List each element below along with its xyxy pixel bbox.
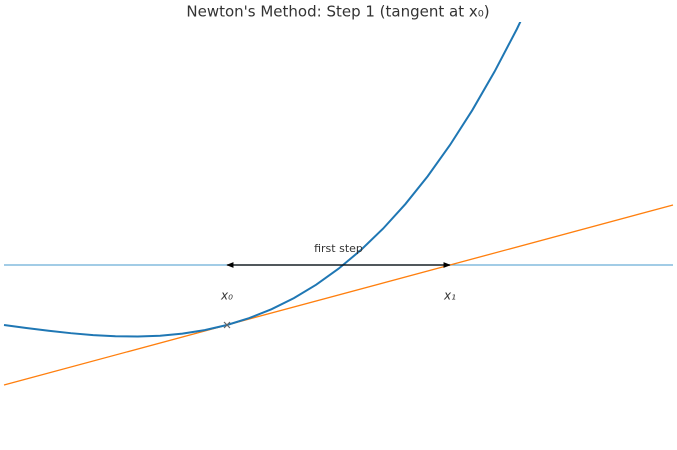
- chart-title: Newton's Method: Step 1 (tangent at x₀): [186, 3, 489, 21]
- tangent-point: [223, 321, 231, 329]
- series-line: [3, 22, 522, 338]
- point-label: x₀: [220, 289, 233, 303]
- series-line: [3, 204, 674, 386]
- point-label: x₁: [443, 289, 456, 303]
- step-label: first step: [314, 242, 363, 255]
- plot-area: [3, 22, 674, 386]
